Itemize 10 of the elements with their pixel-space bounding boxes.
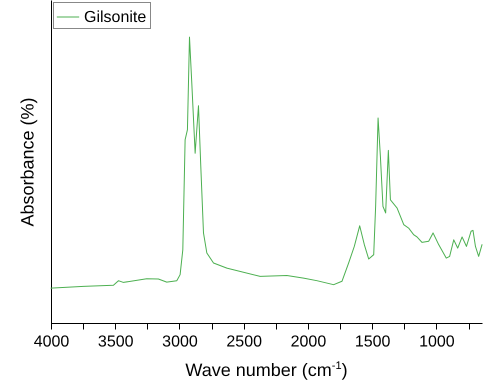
x-tick-label: 3000 — [162, 334, 198, 350]
x-tick-label: 4000 — [34, 334, 70, 350]
x-tick-label: 3500 — [98, 334, 134, 350]
x-tick-label: 2500 — [226, 334, 262, 350]
y-axis-title: Absorbance (%) — [18, 97, 38, 227]
x-tick-label: 1000 — [419, 334, 455, 350]
legend-label: Gilsonite — [84, 9, 146, 26]
x-tick-label: 1500 — [354, 334, 391, 350]
x-tick-label: 2000 — [290, 334, 326, 350]
x-axis-title: Wave number (cm$^{-1}$) — [184, 359, 349, 380]
